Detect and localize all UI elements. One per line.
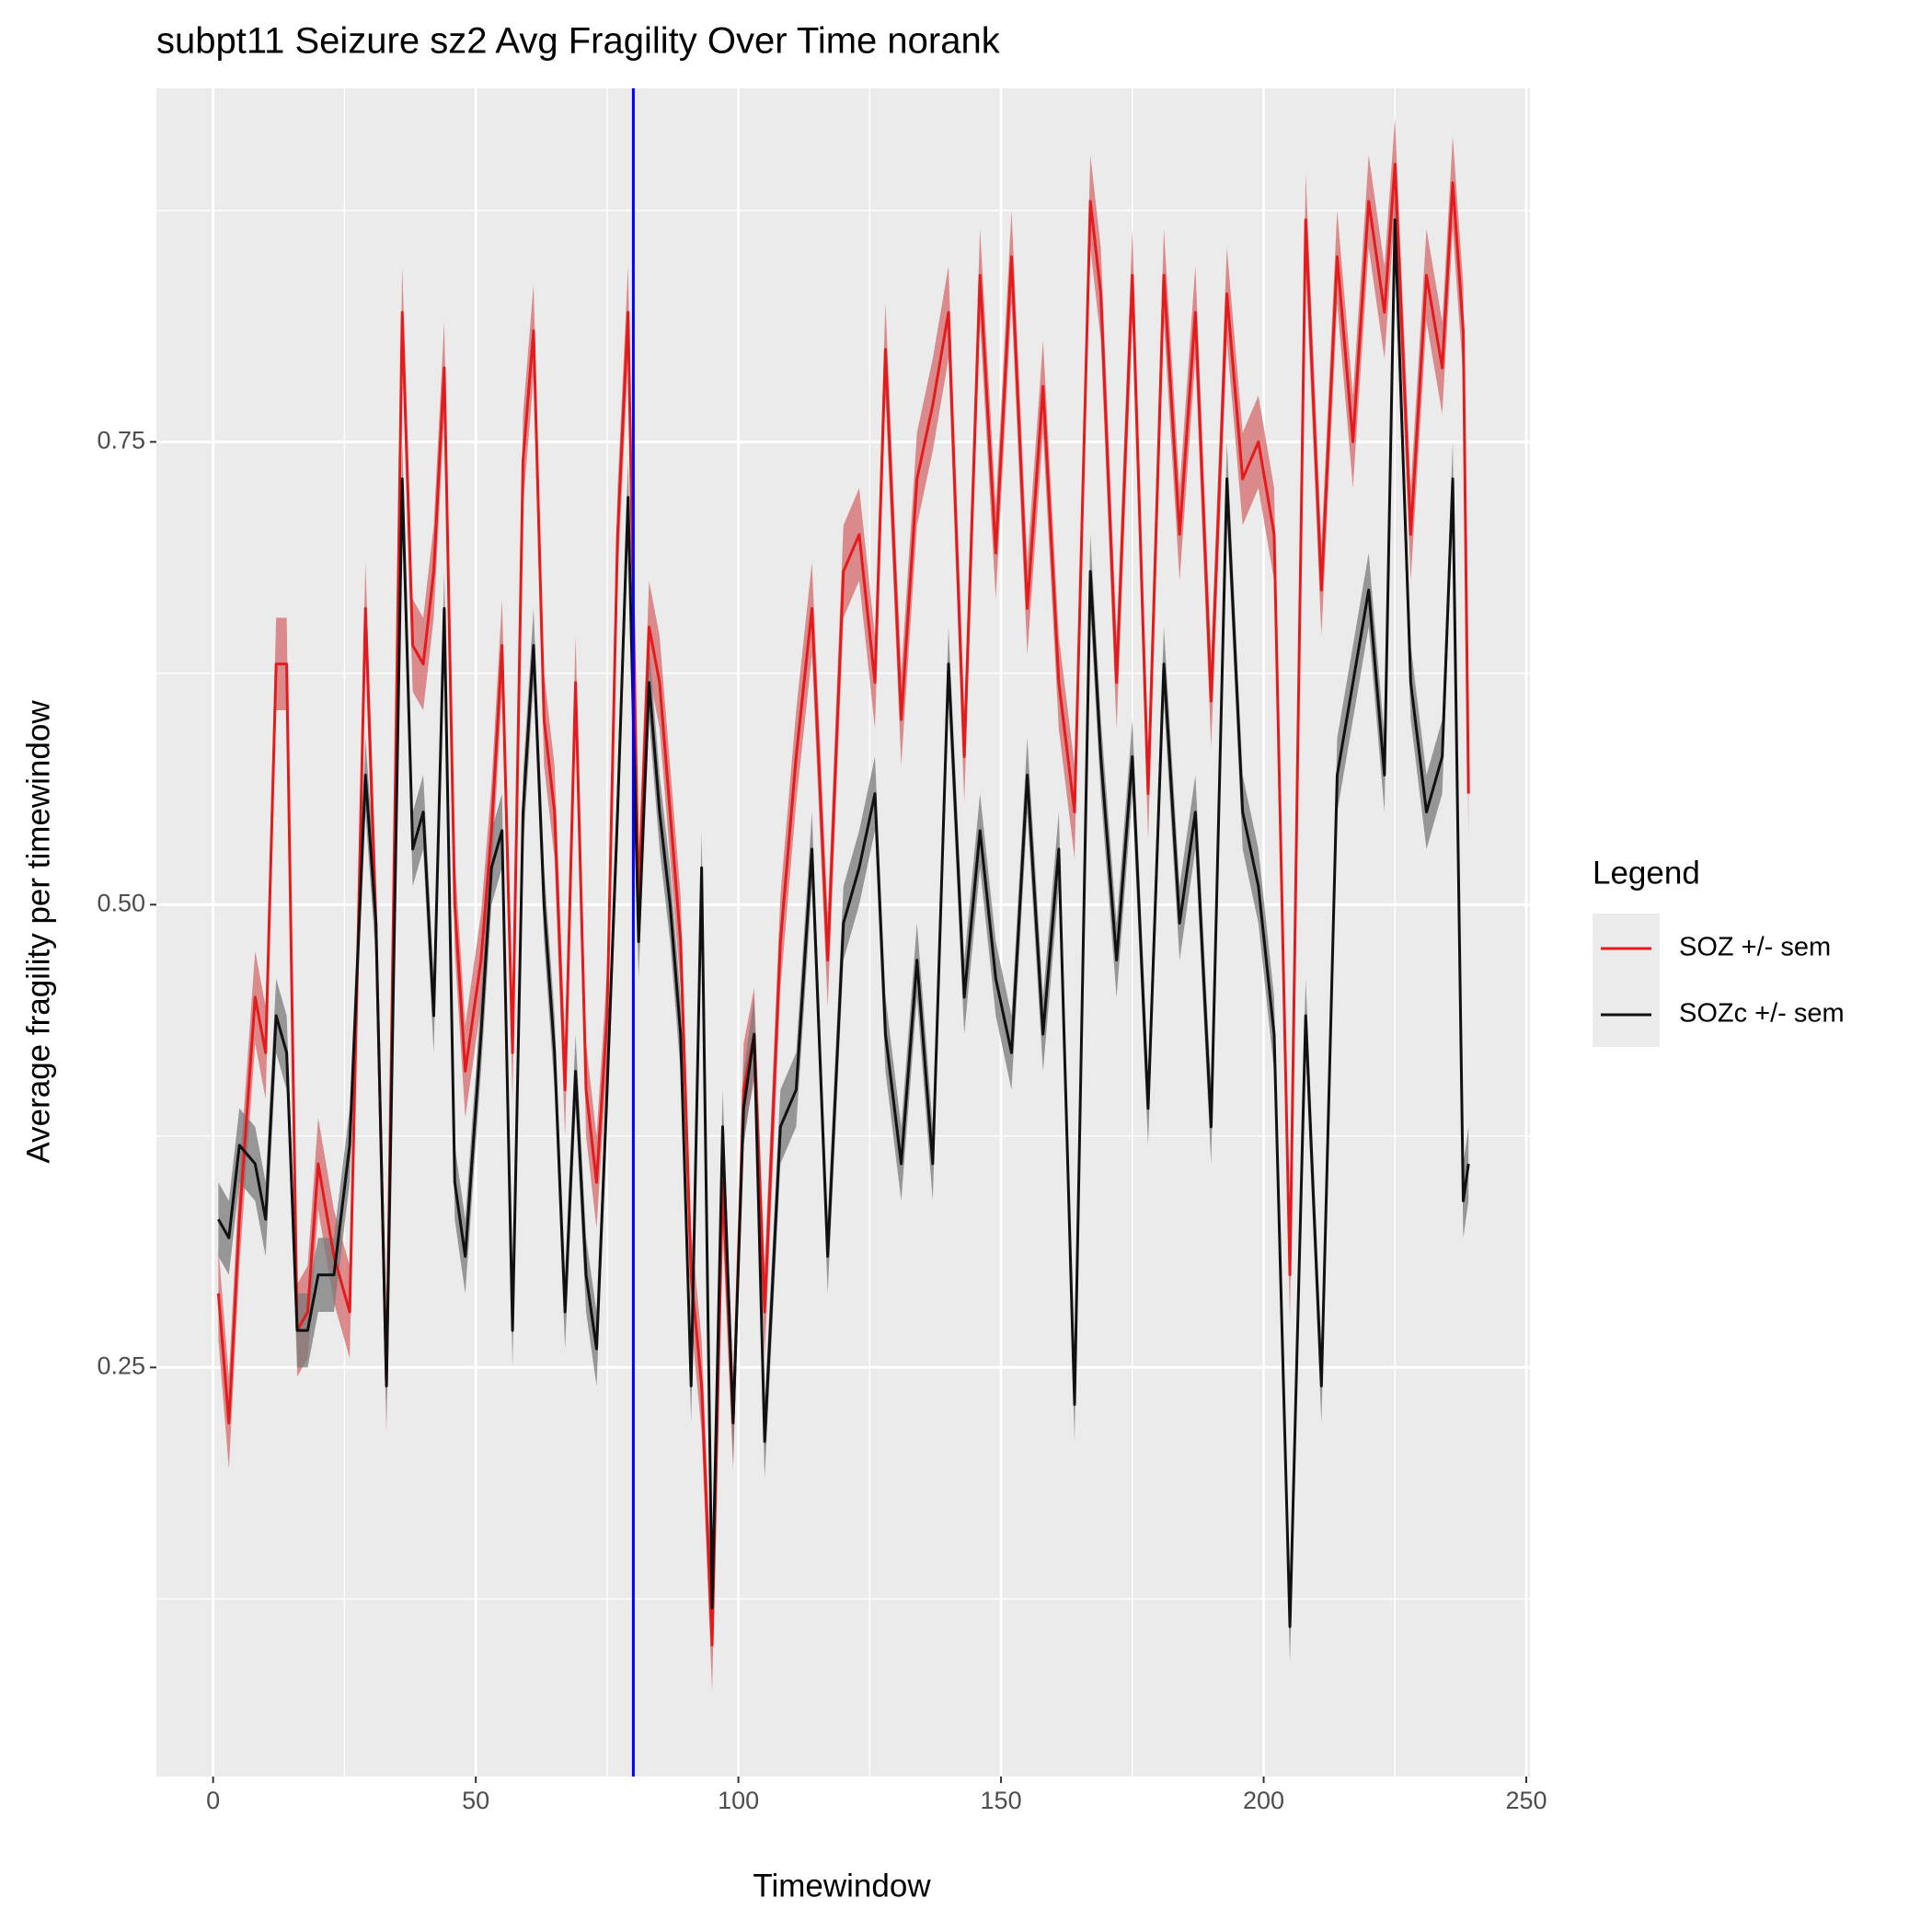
y-tick-label: 0.75	[97, 426, 145, 454]
plot-area	[216, 88, 1470, 1777]
legend-label: SOZc +/- sem	[1679, 999, 1845, 1029]
legend: Legend SOZ +/- sem SOZc +/- sem	[1593, 855, 1845, 1047]
axes: 0 50 100 150 200 250 0.25 0.50 0.75	[97, 426, 1547, 1814]
chart-title: subpt11 Seizure sz2 Avg Fragility Over T…	[156, 21, 1001, 62]
x-tick-label: 50	[462, 1787, 489, 1814]
x-tick-label: 100	[718, 1787, 759, 1814]
x-axis-title: Timewindow	[753, 1868, 931, 1903]
legend-key-background	[1593, 914, 1660, 1047]
x-tick-label: 0	[206, 1787, 220, 1814]
series-line	[217, 218, 1470, 1628]
x-tick-label: 250	[1505, 1787, 1547, 1814]
y-axis-title: Average fragility per timewindow	[20, 700, 56, 1164]
x-tick-label: 200	[1243, 1787, 1284, 1814]
y-tick-label: 0.50	[97, 889, 145, 916]
legend-title: Legend	[1593, 855, 1700, 891]
legend-label: SOZ +/- sem	[1679, 933, 1831, 962]
y-tick-label: 0.25	[97, 1351, 145, 1379]
x-tick-label: 150	[981, 1787, 1022, 1814]
